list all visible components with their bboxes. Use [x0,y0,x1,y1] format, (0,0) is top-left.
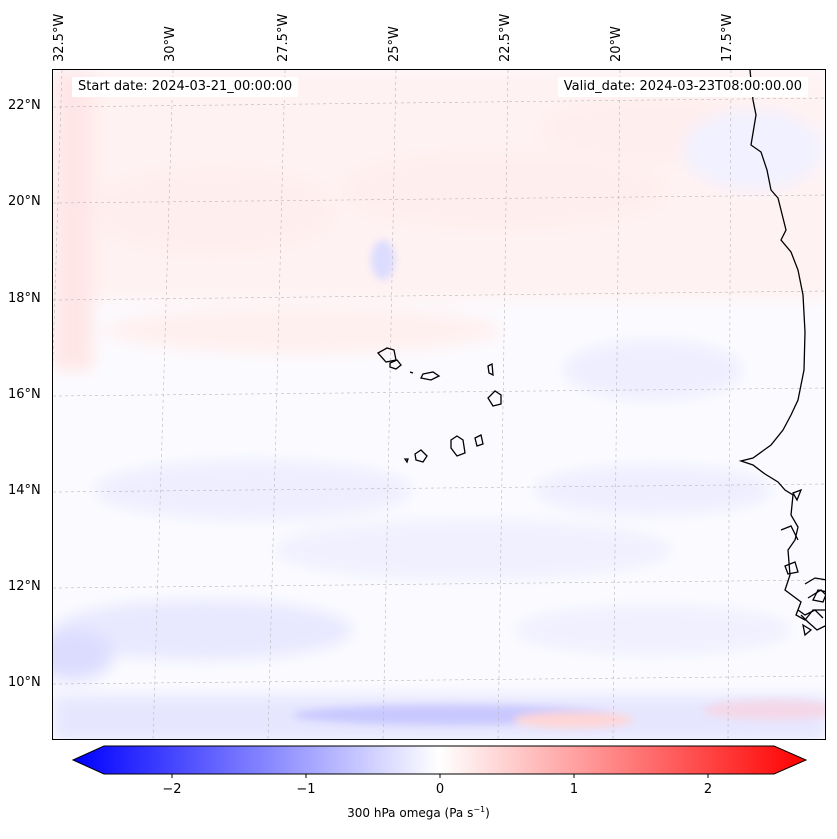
cape-verde-islands [376,347,502,464]
lat-label-16n: 16°N [8,387,41,402]
lat-label-20n: 20°N [8,194,41,209]
omega-map-panel [52,69,826,740]
lat-label-14n: 14°N [8,483,41,498]
colorbar-label: 300 hPa omega (Pa s−1) [347,805,490,820]
lat-label-10n: 10°N [8,675,41,690]
graticule [53,70,825,739]
lon-label-22-5w: 22.5°W [498,13,513,62]
lat-label-22n: 22°N [8,98,41,113]
coastline [738,70,825,637]
colorbar-ticks [171,774,709,778]
lon-label-27-5w: 27.5°W [276,13,291,62]
lat-label-12n: 12°N [8,579,41,594]
start-date-label: Start date: 2024-03-21_00:00:00 [72,77,299,97]
valid-date-label: Valid_date: 2024-03-23T08:00:00.00 [557,77,808,97]
lon-label-20w: 20°W [609,26,624,62]
lat-label-18n: 18°N [8,291,41,306]
omega-shading [53,70,825,739]
lon-label-25w: 25°W [387,26,402,62]
colorbar-bar [71,745,808,775]
colorbar-tick-neg1: −1 [296,782,316,797]
colorbar-tick-0: 0 [435,782,445,797]
lon-label-17-5w: 17.5°W [720,13,735,62]
omega-field [53,70,825,739]
colorbar-tick-1: 1 [569,782,579,797]
colorbar-tick-neg2: −2 [162,782,182,797]
lon-label-32-5w: 32.5°W [52,13,67,62]
colorbar [71,745,808,778]
lon-label-30w: 30°W [163,26,178,62]
colorbar-tick-2: 2 [703,782,713,797]
